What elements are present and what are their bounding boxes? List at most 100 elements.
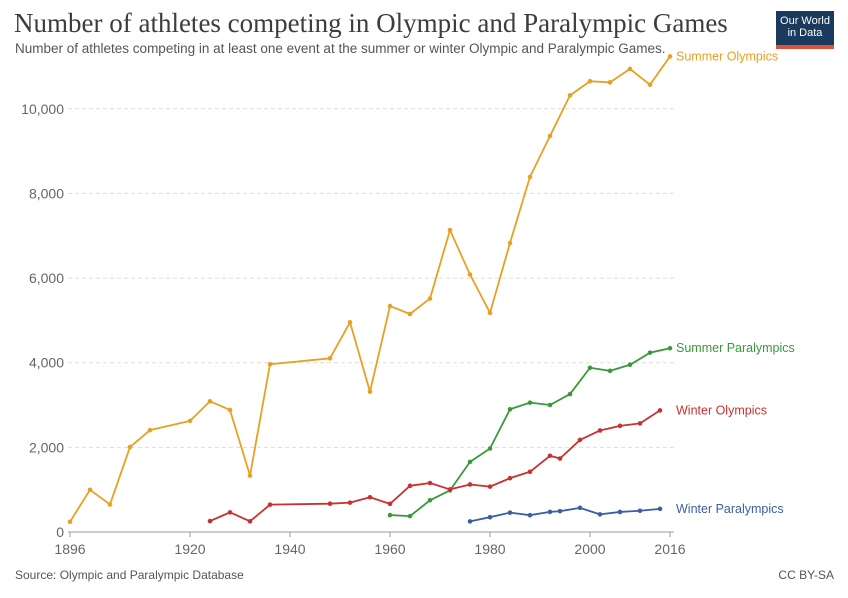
- data-point: [327, 501, 333, 506]
- data-point: [347, 319, 353, 325]
- data-point: [387, 512, 393, 518]
- data-point: [637, 508, 643, 514]
- x-tick-label: 2000: [574, 541, 605, 557]
- series-line-summer-paralympics: [389, 347, 671, 518]
- data-point: [547, 402, 553, 408]
- data-point: [467, 482, 473, 487]
- data-point: [487, 514, 493, 520]
- data-point: [227, 407, 233, 413]
- x-tick-label: 1960: [374, 541, 405, 557]
- data-point: [557, 508, 563, 514]
- data-point: [507, 510, 513, 515]
- data-point: [647, 82, 653, 88]
- data-point: [427, 296, 433, 301]
- data-point: [347, 500, 353, 505]
- data-point: [637, 421, 643, 426]
- data-point: [467, 519, 473, 524]
- data-point: [107, 502, 113, 507]
- data-point: [127, 444, 133, 450]
- data-point: [527, 512, 533, 518]
- data-point: [527, 400, 533, 405]
- x-tick-label: 2016: [654, 541, 685, 557]
- data-point: [427, 480, 433, 486]
- chart-subtitle: Number of athletes competing in at least…: [15, 41, 666, 56]
- series-label: Winter Olympics: [676, 403, 767, 417]
- data-point: [487, 484, 493, 489]
- x-tick-label: 1940: [274, 541, 305, 557]
- data-point: [67, 519, 73, 525]
- data-point: [87, 487, 93, 493]
- data-point: [627, 66, 633, 72]
- data-point: [667, 54, 673, 59]
- data-point: [407, 513, 413, 519]
- data-point: [447, 487, 453, 492]
- data-point: [567, 391, 573, 397]
- series-line-winter-olympics: [209, 409, 661, 523]
- data-point: [587, 365, 593, 371]
- series-line-summer-olympics: [69, 55, 671, 523]
- data-point: [327, 356, 333, 361]
- data-point: [547, 509, 553, 515]
- data-point: [657, 408, 663, 413]
- data-point: [487, 310, 493, 316]
- y-tick-label: 8,000: [29, 185, 64, 201]
- data-point: [557, 456, 563, 461]
- data-point: [487, 446, 493, 451]
- data-point: [547, 453, 553, 459]
- data-point: [147, 427, 153, 433]
- data-point: [247, 519, 253, 524]
- data-point: [387, 501, 393, 507]
- data-point: [367, 389, 373, 395]
- data-point: [267, 502, 273, 507]
- data-point: [507, 406, 513, 412]
- logo-line-1: Our World: [780, 15, 830, 27]
- data-point: [467, 272, 473, 277]
- data-point: [617, 423, 623, 429]
- data-point: [597, 512, 603, 517]
- data-point: [187, 418, 193, 424]
- data-point: [577, 505, 583, 511]
- y-tick-label: 2,000: [29, 439, 64, 455]
- data-point: [367, 494, 373, 500]
- y-tick-label: 0: [56, 524, 64, 540]
- data-point: [627, 362, 633, 368]
- y-tick-label: 6,000: [29, 270, 64, 286]
- license-link[interactable]: CC BY-SA: [778, 568, 834, 582]
- data-point: [667, 345, 673, 351]
- data-point: [407, 311, 413, 317]
- series-label: Winter Paralympics: [676, 502, 784, 516]
- data-point: [507, 240, 513, 246]
- data-point: [247, 473, 253, 478]
- data-point: [587, 78, 593, 84]
- data-point: [507, 475, 513, 481]
- data-point: [527, 469, 533, 475]
- data-point: [267, 361, 273, 367]
- source-note: Source: Olympic and Paralympic Database: [15, 568, 244, 582]
- y-tick-label: 4,000: [29, 355, 64, 371]
- series-label: Summer Olympics: [676, 49, 778, 63]
- chart-title: Number of athletes competing in Olympic …: [14, 8, 728, 38]
- data-point: [657, 506, 663, 512]
- y-tick-label: 10,000: [21, 101, 64, 117]
- data-point: [547, 133, 553, 139]
- data-point: [607, 368, 613, 374]
- data-point: [647, 350, 653, 355]
- series-label: Summer Paralympics: [676, 341, 795, 355]
- data-point: [227, 510, 233, 515]
- data-point: [467, 459, 473, 465]
- data-point: [567, 93, 573, 98]
- data-point: [387, 303, 393, 309]
- x-tick-label: 1920: [174, 541, 205, 557]
- data-point: [447, 227, 453, 233]
- x-tick-label: 1980: [474, 541, 505, 557]
- data-point: [617, 509, 623, 515]
- data-point: [407, 483, 413, 489]
- owid-logo[interactable]: Our World in Data: [776, 11, 834, 49]
- data-point: [597, 428, 603, 433]
- x-tick-label: 1896: [54, 541, 85, 557]
- data-point: [577, 437, 583, 443]
- data-point: [207, 398, 213, 404]
- logo-line-2: in Data: [787, 27, 823, 39]
- data-point: [207, 518, 213, 524]
